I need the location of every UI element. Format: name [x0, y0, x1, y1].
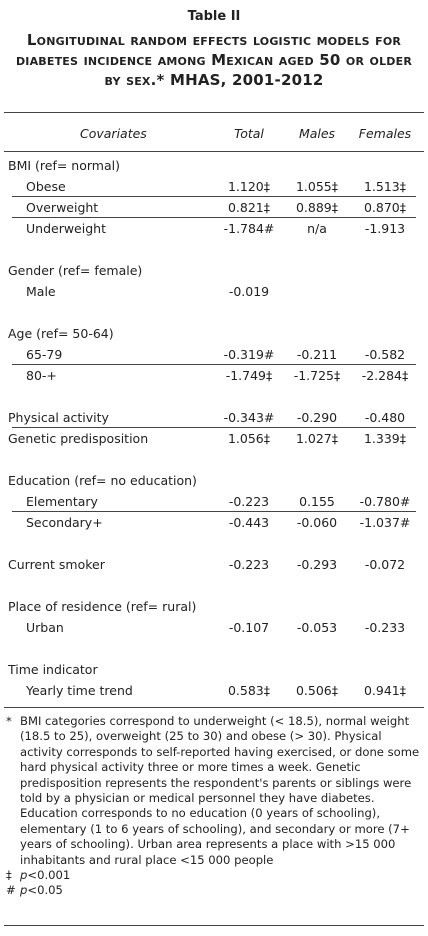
row-label: 65-79 — [26, 347, 63, 362]
value-cell: 0.583‡ — [227, 683, 271, 698]
footnote-text: <0.001 — [27, 868, 71, 883]
value-cell: 1.339‡ — [363, 431, 407, 446]
value-cell: -0.293 — [296, 557, 338, 572]
value-cell: 0.870‡ — [363, 200, 407, 215]
rule — [4, 925, 424, 926]
value-cell: 1.513‡ — [363, 179, 407, 194]
value-cell: -0.211 — [296, 347, 338, 362]
value-cell: -0.019 — [228, 284, 270, 299]
value-cell: -1.784# — [223, 221, 275, 236]
value-cell: -1.037# — [359, 515, 411, 530]
value-cell: -0.107 — [228, 620, 270, 635]
row-rule — [12, 196, 416, 197]
row-rule — [12, 217, 416, 218]
value-cell: -0.343# — [223, 410, 275, 425]
footnote: # p<0.05 — [6, 883, 420, 898]
footnotes: * BMI categories correspond to underweigh… — [6, 714, 420, 899]
value-cell: 0.506‡ — [295, 683, 339, 698]
value-cell: -0.319# — [223, 347, 275, 362]
column-header: Covariates — [80, 126, 147, 141]
value-cell: -0.053 — [296, 620, 338, 635]
value-cell: -0.223 — [228, 494, 270, 509]
value-cell: 1.027‡ — [295, 431, 339, 446]
value-cell: 1.055‡ — [295, 179, 339, 194]
value-cell: -0.060 — [296, 515, 338, 530]
value-cell: 0.889‡ — [295, 200, 339, 215]
section-label: Genetic predisposition — [8, 431, 149, 446]
value-cell: -1.913 — [364, 221, 406, 236]
section-label: Education (ref= no education) — [8, 473, 197, 488]
section-label: Time indicator — [8, 662, 98, 677]
row-label: 80-+ — [26, 368, 57, 383]
row-label: Male — [26, 284, 56, 299]
footnote-symbol: ‡ — [6, 868, 12, 883]
value-cell: 0.941‡ — [363, 683, 407, 698]
value-cell: n/a — [307, 221, 327, 236]
footnote-body: p<0.001 — [20, 868, 70, 883]
footnote-symbol: * — [6, 714, 12, 728]
section-label: BMI (ref= normal) — [8, 158, 120, 173]
row-label: Underweight — [26, 221, 106, 236]
value-cell: -0.223 — [228, 557, 270, 572]
column-header: Total — [234, 126, 264, 141]
value-cell: 1.120‡ — [227, 179, 271, 194]
section-label: Age (ref= 50-64) — [8, 326, 114, 341]
row-label: Elementary — [26, 494, 98, 509]
value-cell: -0.582 — [364, 347, 406, 362]
value-cell: 0.821‡ — [227, 200, 271, 215]
value-cell: -0.072 — [364, 557, 406, 572]
rule — [4, 112, 424, 113]
value-cell: -1.725‡ — [293, 368, 341, 383]
column-header: Males — [298, 126, 336, 141]
table-title: Table II — [187, 9, 241, 24]
section-label: Place of residence (ref= rural) — [8, 599, 197, 614]
row-rule — [12, 364, 416, 365]
footnote-italic: p — [20, 868, 28, 883]
rule — [4, 707, 424, 708]
footnote-text: <0.05 — [27, 883, 63, 898]
value-cell: -2.284‡ — [361, 368, 409, 383]
row-label: Overweight — [26, 200, 99, 215]
value-cell: -0.443 — [228, 515, 270, 530]
footnote-text: BMI categories correspond to underweight… — [20, 714, 420, 867]
row-rule — [12, 427, 416, 428]
footnote: ‡ p<0.001 — [6, 868, 420, 883]
footnote-symbol: # — [6, 883, 16, 898]
value-cell: -1.749‡ — [225, 368, 273, 383]
value-cell: -0.233 — [364, 620, 406, 635]
section-label: Physical activity — [8, 410, 109, 425]
row-label: Urban — [26, 620, 64, 635]
row-label: Yearly time trend — [26, 683, 133, 698]
rule — [4, 151, 424, 152]
value-cell: 1.056‡ — [227, 431, 271, 446]
table-subtitle: Longitudinal random effects logistic mod… — [15, 31, 413, 89]
value-cell: -0.480 — [364, 410, 406, 425]
row-label: Obese — [26, 179, 66, 194]
section-label: Gender (ref= female) — [8, 263, 143, 278]
row-rule — [12, 511, 416, 512]
footnote: * BMI categories correspond to underweigh… — [6, 714, 420, 868]
section-label: Current smoker — [8, 557, 105, 572]
footnote-body: p<0.05 — [20, 883, 63, 898]
value-cell: -0.290 — [296, 410, 338, 425]
footnote-italic: p — [20, 883, 28, 898]
row-label: Secondary+ — [26, 515, 103, 530]
footnote-body: BMI categories correspond to underweight… — [20, 714, 420, 868]
column-header: Females — [358, 126, 412, 141]
value-cell: -0.780# — [359, 494, 411, 509]
value-cell: 0.155 — [299, 494, 335, 509]
